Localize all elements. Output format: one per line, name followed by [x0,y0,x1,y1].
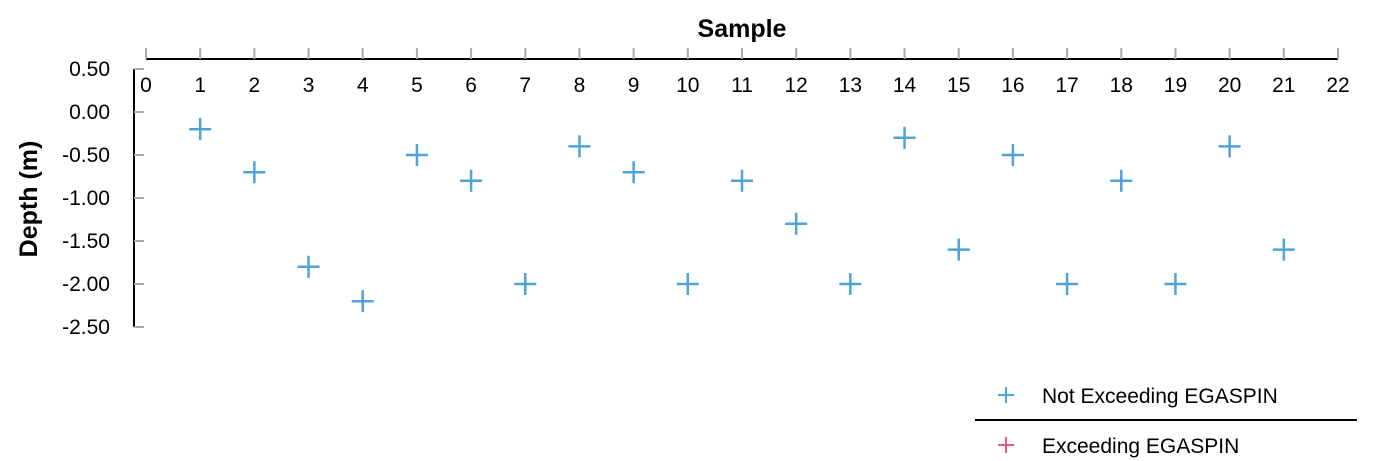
x-tick-label: 14 [893,74,917,97]
x-tick-label: 3 [303,74,315,97]
data-point [405,144,428,166]
x-tick-label: 9 [628,74,640,97]
legend-label: Not Exceeding EGASPIN [1042,385,1278,408]
y-tick-label: -1.00 [62,187,110,210]
data-point [243,161,266,184]
data-point [1272,238,1295,261]
data-point [568,135,591,158]
data-point [947,238,970,261]
x-tick-label: 18 [1110,74,1133,97]
x-tick-label: 0 [140,74,152,97]
x-tick-label: 11 [731,74,753,97]
x-tick-label: 5 [411,74,423,97]
x-tick-label: 2 [249,74,261,97]
data-point [1001,144,1024,166]
legend-item: Exceeding EGASPIN [998,435,1239,458]
x-axis: 0 1 2 3 4 5 6 7 8 9 10 11 12 13 14 15 16 17 18 19 20 21 22 [140,48,1350,97]
data-point [1164,273,1187,295]
x-tick-label: 13 [839,74,862,97]
x-tick-label: 22 [1326,74,1349,97]
x-tick-label: 1 [194,74,206,97]
data-point [731,169,753,192]
y-tick-label: -2.00 [62,273,110,296]
data-point [893,126,916,149]
y-tick-label: 0.00 [69,101,110,124]
x-tick-label: 10 [676,74,699,97]
x-tick-label: 4 [357,74,369,97]
x-axis-title: Sample [698,15,787,43]
legend-item: Not Exceeding EGASPIN [998,385,1278,408]
data-point [1110,169,1133,192]
x-tick-label: 12 [785,74,808,97]
data-point [839,273,862,295]
y-tick-label: -2.50 [62,316,110,339]
data-points [189,118,1295,313]
y-tick-label: -0.50 [62,144,110,167]
legend: Not Exceeding EGASPIN Exceeding EGASPIN [975,385,1357,458]
x-tick-label: 17 [1055,74,1078,97]
data-point [676,273,699,295]
x-tick-label: 21 [1272,74,1295,97]
x-tick-label: 16 [1001,74,1024,97]
y-axis-title: Depth (m) [15,141,43,258]
data-point [189,118,212,141]
data-point [622,161,645,184]
y-tick-label: -1.50 [62,230,110,253]
y-tick-label: 0.50 [69,58,110,81]
data-point [1056,273,1079,295]
x-tick-label: 8 [574,74,586,97]
y-axis: 0.50 0.00 -0.50 -1.00 -1.50 -2.00 -2.50 [62,58,144,339]
x-tick-label: 20 [1218,74,1241,97]
data-point [460,169,483,192]
x-tick-label: 6 [465,74,477,97]
data-point [351,290,374,313]
x-tick-label: 15 [947,74,970,97]
data-point [514,273,537,295]
data-point [785,212,808,235]
x-tick-label: 19 [1164,74,1187,97]
data-point [1218,135,1241,158]
x-tick-label: 7 [519,74,531,97]
legend-label: Exceeding EGASPIN [1042,435,1239,458]
data-point [297,255,320,278]
